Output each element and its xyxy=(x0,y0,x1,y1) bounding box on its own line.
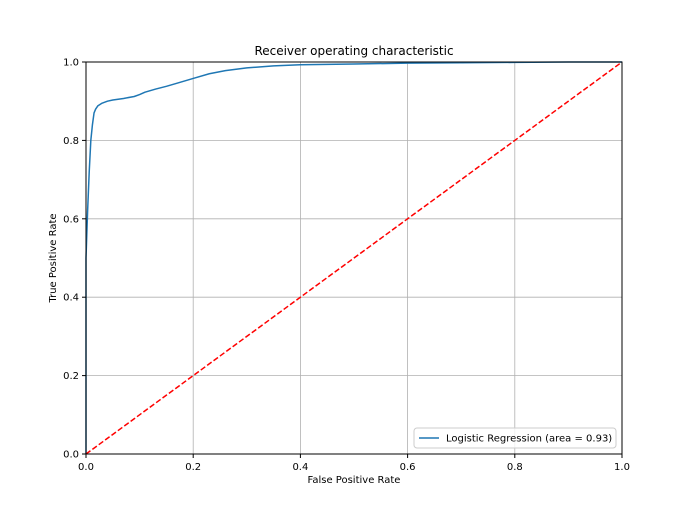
legend-box xyxy=(413,427,617,449)
axis-ticks: 0.0 0.2 0.4 0.6 0.8 1.0 0.0 0.2 0.4 0.6 0.8 1.0 xyxy=(63,58,630,474)
x-axis-label: False Positive Rate xyxy=(308,475,401,486)
series-layer xyxy=(85,61,623,455)
legend-label-logistic-regression: Logistic Regression (area = 0.93) xyxy=(446,434,612,445)
y-tick-label: 1.0 xyxy=(63,58,79,69)
x-tick-label: 0.2 xyxy=(185,462,201,473)
x-tick-label: 0.6 xyxy=(400,462,416,473)
series-line-diagonal-reference xyxy=(85,61,623,455)
y-tick-label: 0.6 xyxy=(63,214,79,225)
chart-title: Receiver operating characteristic xyxy=(254,44,453,58)
x-tick-label: 0.8 xyxy=(507,462,523,473)
x-tick-label: 0.4 xyxy=(292,462,308,473)
y-tick-label: 0.8 xyxy=(63,136,79,147)
plot-area-frame xyxy=(85,61,623,455)
x-tick-label: 1.0 xyxy=(614,462,630,473)
y-tick-label: 0.2 xyxy=(63,371,79,382)
x-tick-label: 0.0 xyxy=(78,462,94,473)
y-tick-label: 0.0 xyxy=(63,450,79,461)
y-axis-label: True Positive Rate xyxy=(48,213,59,303)
y-tick-label: 0.4 xyxy=(63,293,79,304)
grid-lines xyxy=(85,61,623,455)
series-line-logistic-regression xyxy=(85,61,622,454)
legend: Logistic Regression (area = 0.93) xyxy=(413,427,617,449)
